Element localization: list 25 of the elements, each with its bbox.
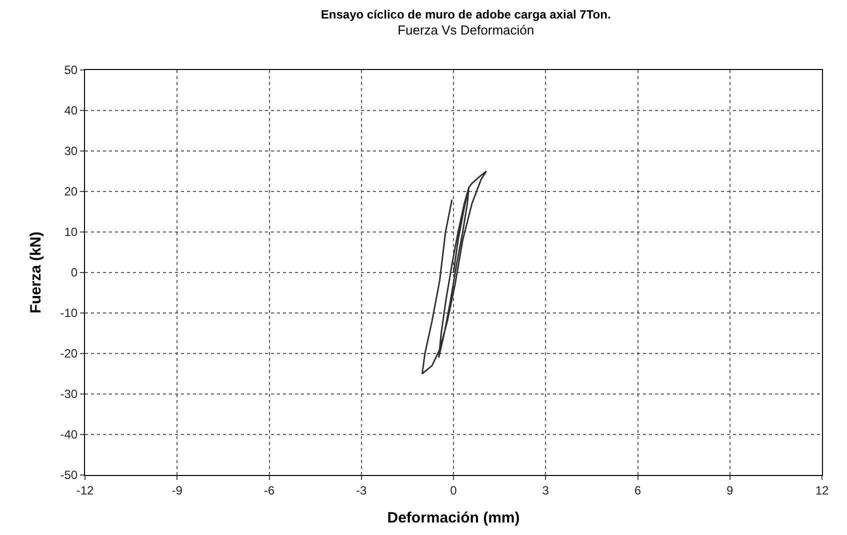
y-tick-label: 20 [64, 184, 78, 199]
y-tick-label: -10 [60, 306, 78, 320]
chart-title: Ensayo cíclico de muro de adobe carga axial 7Ton. [320, 8, 611, 22]
x-tick-label: 6 [634, 483, 642, 498]
chart-subtitle: Fuerza Vs Deformación [398, 22, 534, 38]
y-axis-title: Fuerza (kN) [28, 232, 45, 314]
x-tick-label: -12 [76, 483, 94, 498]
x-tick-label: -6 [264, 483, 275, 498]
x-tick-label: -3 [356, 483, 368, 498]
y-tick-label: 50 [64, 63, 78, 78]
y-tick-label: 0 [70, 266, 78, 280]
x-tick-label: 3 [542, 483, 550, 498]
y-tick-label: -20 [60, 346, 78, 361]
x-tick-label: 12 [815, 483, 829, 498]
y-tick-label: 40 [64, 104, 78, 118]
y-tick-label: -40 [60, 428, 78, 442]
y-tick-label: 10 [64, 225, 78, 240]
x-tick-label: 0 [450, 483, 458, 498]
x-axis-title: Deformación (mm) [387, 509, 520, 526]
line-series [421, 170, 488, 374]
x-tick-label: -9 [172, 483, 183, 498]
x-tick-label: 9 [726, 483, 734, 498]
y-tick-label: -50 [60, 468, 78, 482]
y-tick-label: 30 [64, 144, 78, 158]
y-tick-label: -30 [60, 387, 78, 402]
